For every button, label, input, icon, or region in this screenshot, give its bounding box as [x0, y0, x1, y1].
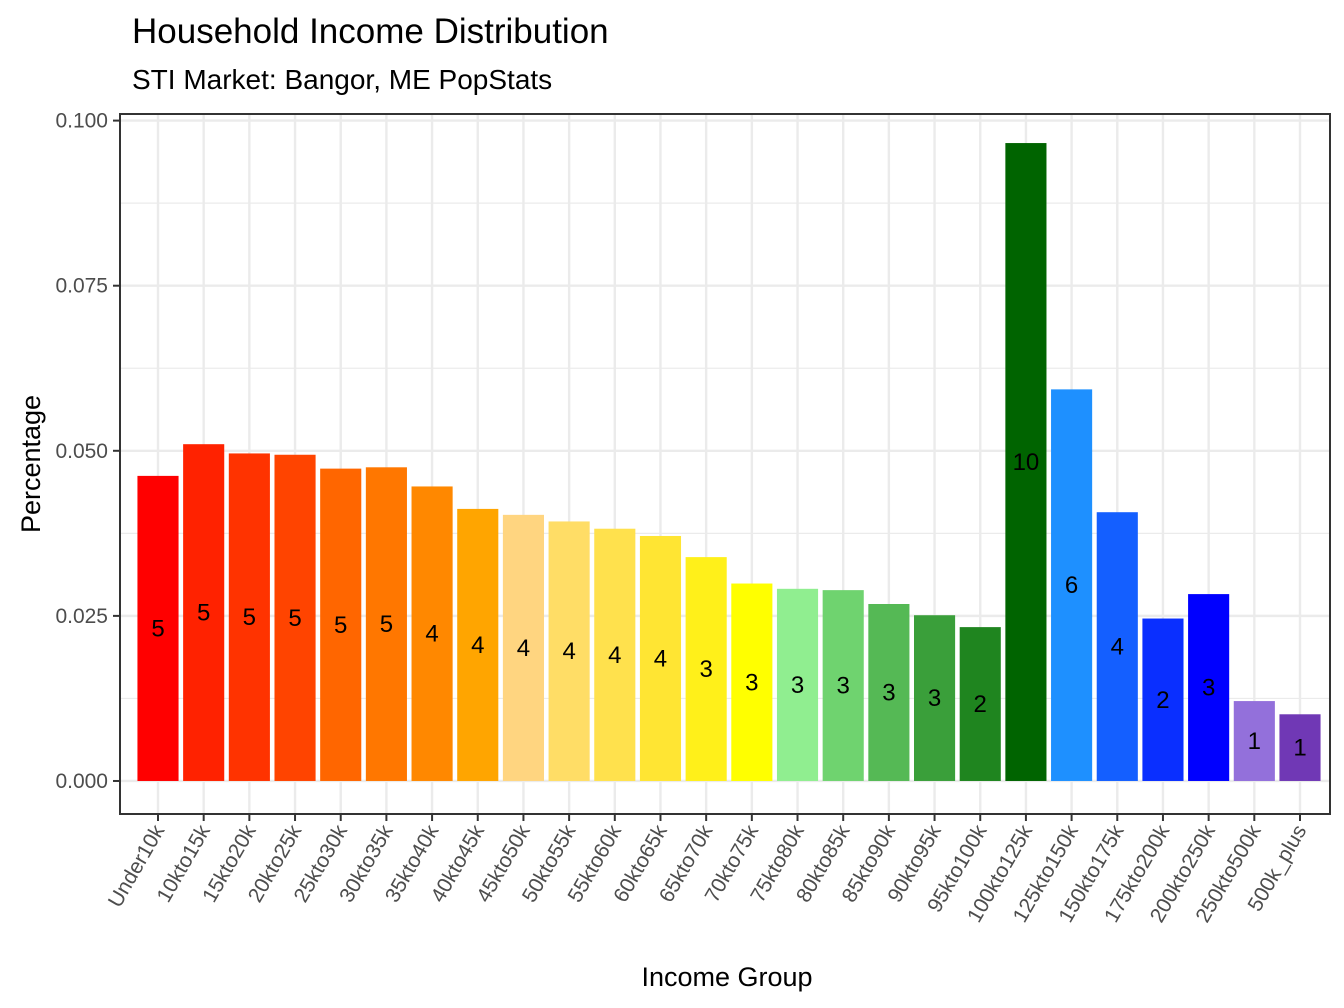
- bar-70kto75k: [731, 583, 773, 781]
- bar-data-label: 4: [608, 642, 621, 669]
- bar-15kto20k: [228, 453, 270, 781]
- bar-50kto55k: [548, 521, 590, 781]
- y-tick-label: 0.025: [55, 605, 108, 628]
- bar-data-label: 4: [654, 645, 667, 672]
- bar-data-label: 5: [151, 615, 164, 642]
- bar-data-label: 1: [1248, 728, 1261, 755]
- bar-data-label: 3: [791, 672, 804, 699]
- bar-data-label: 2: [1156, 687, 1169, 714]
- bar-data-label: 5: [334, 612, 347, 639]
- bar-data-label: 4: [1111, 634, 1124, 661]
- bar-data-label: 3: [745, 669, 758, 696]
- bar-90kto95k: [914, 615, 956, 781]
- y-tick-label: 0.000: [55, 770, 108, 793]
- bar-85kto90k: [868, 604, 910, 781]
- bar-labels: 5 5 5 5 5 5 4 4 4 4 4 4 3 3 3 3 3 3 2 10 6 4 2 3 1 1: [151, 449, 1306, 762]
- bar-data-label: 2: [974, 691, 987, 718]
- y-axis-title: Percentage: [16, 395, 46, 533]
- bar-data-label: 5: [380, 611, 393, 638]
- bar-data-label: 5: [288, 605, 301, 632]
- bar-20kto25k: [274, 454, 316, 781]
- bar-75kto80k: [776, 588, 819, 781]
- bar-data-label: 3: [699, 656, 712, 683]
- bar-data-label: 10: [1013, 449, 1040, 476]
- chart-subtitle: STI Market: Bangor, ME PopStats: [132, 64, 553, 95]
- y-tick-label: 0.100: [55, 110, 108, 133]
- bar-95kto100k: [959, 627, 1001, 781]
- bar-data-label: 4: [562, 638, 575, 665]
- bar-45kto50k: [502, 514, 544, 781]
- bar-data-label: 4: [425, 621, 438, 648]
- bar-25kto30k: [320, 468, 362, 781]
- bar-data-label: 4: [517, 635, 530, 662]
- bar-150kto175k: [1096, 512, 1138, 781]
- bar-175kto200k: [1142, 618, 1184, 781]
- bar-data-label: 4: [471, 632, 484, 659]
- y-tick-label: 0.050: [55, 440, 108, 463]
- y-tick-label: 0.075: [55, 275, 108, 298]
- bar-200kto250k: [1188, 594, 1230, 781]
- bars: [137, 143, 1321, 781]
- bar-data-label: 6: [1065, 572, 1078, 599]
- bar-data-label: 3: [928, 685, 941, 712]
- plot-panel-border: [119, 113, 1331, 815]
- bar-250kto500k: [1233, 701, 1275, 781]
- chart-title: Household Income Distribution: [132, 12, 609, 51]
- bar-data-label: 5: [243, 604, 256, 631]
- bar-data-label: 3: [837, 673, 850, 700]
- bar-under10k: [137, 475, 179, 781]
- bar-data-label: 5: [197, 600, 210, 627]
- bar-data-label: 3: [1202, 675, 1215, 702]
- bar-data-label: 3: [882, 679, 895, 706]
- bar-125kto150k: [1051, 389, 1093, 781]
- bar-data-label: 1: [1293, 735, 1306, 762]
- bar-60kto65k: [639, 535, 682, 781]
- bar-80kto85k: [822, 590, 864, 781]
- bar-35kto40k: [411, 486, 453, 781]
- bar-65kto70k: [685, 557, 727, 781]
- bar-30kto35k: [365, 467, 407, 781]
- bar-55kto60k: [594, 528, 636, 781]
- x-axis-title: Income Group: [641, 962, 812, 992]
- bar-40kto45k: [457, 508, 499, 781]
- bar-500k-plus: [1279, 714, 1321, 781]
- bar-100kto125k: [1005, 143, 1047, 781]
- bar-10kto15k: [183, 444, 225, 781]
